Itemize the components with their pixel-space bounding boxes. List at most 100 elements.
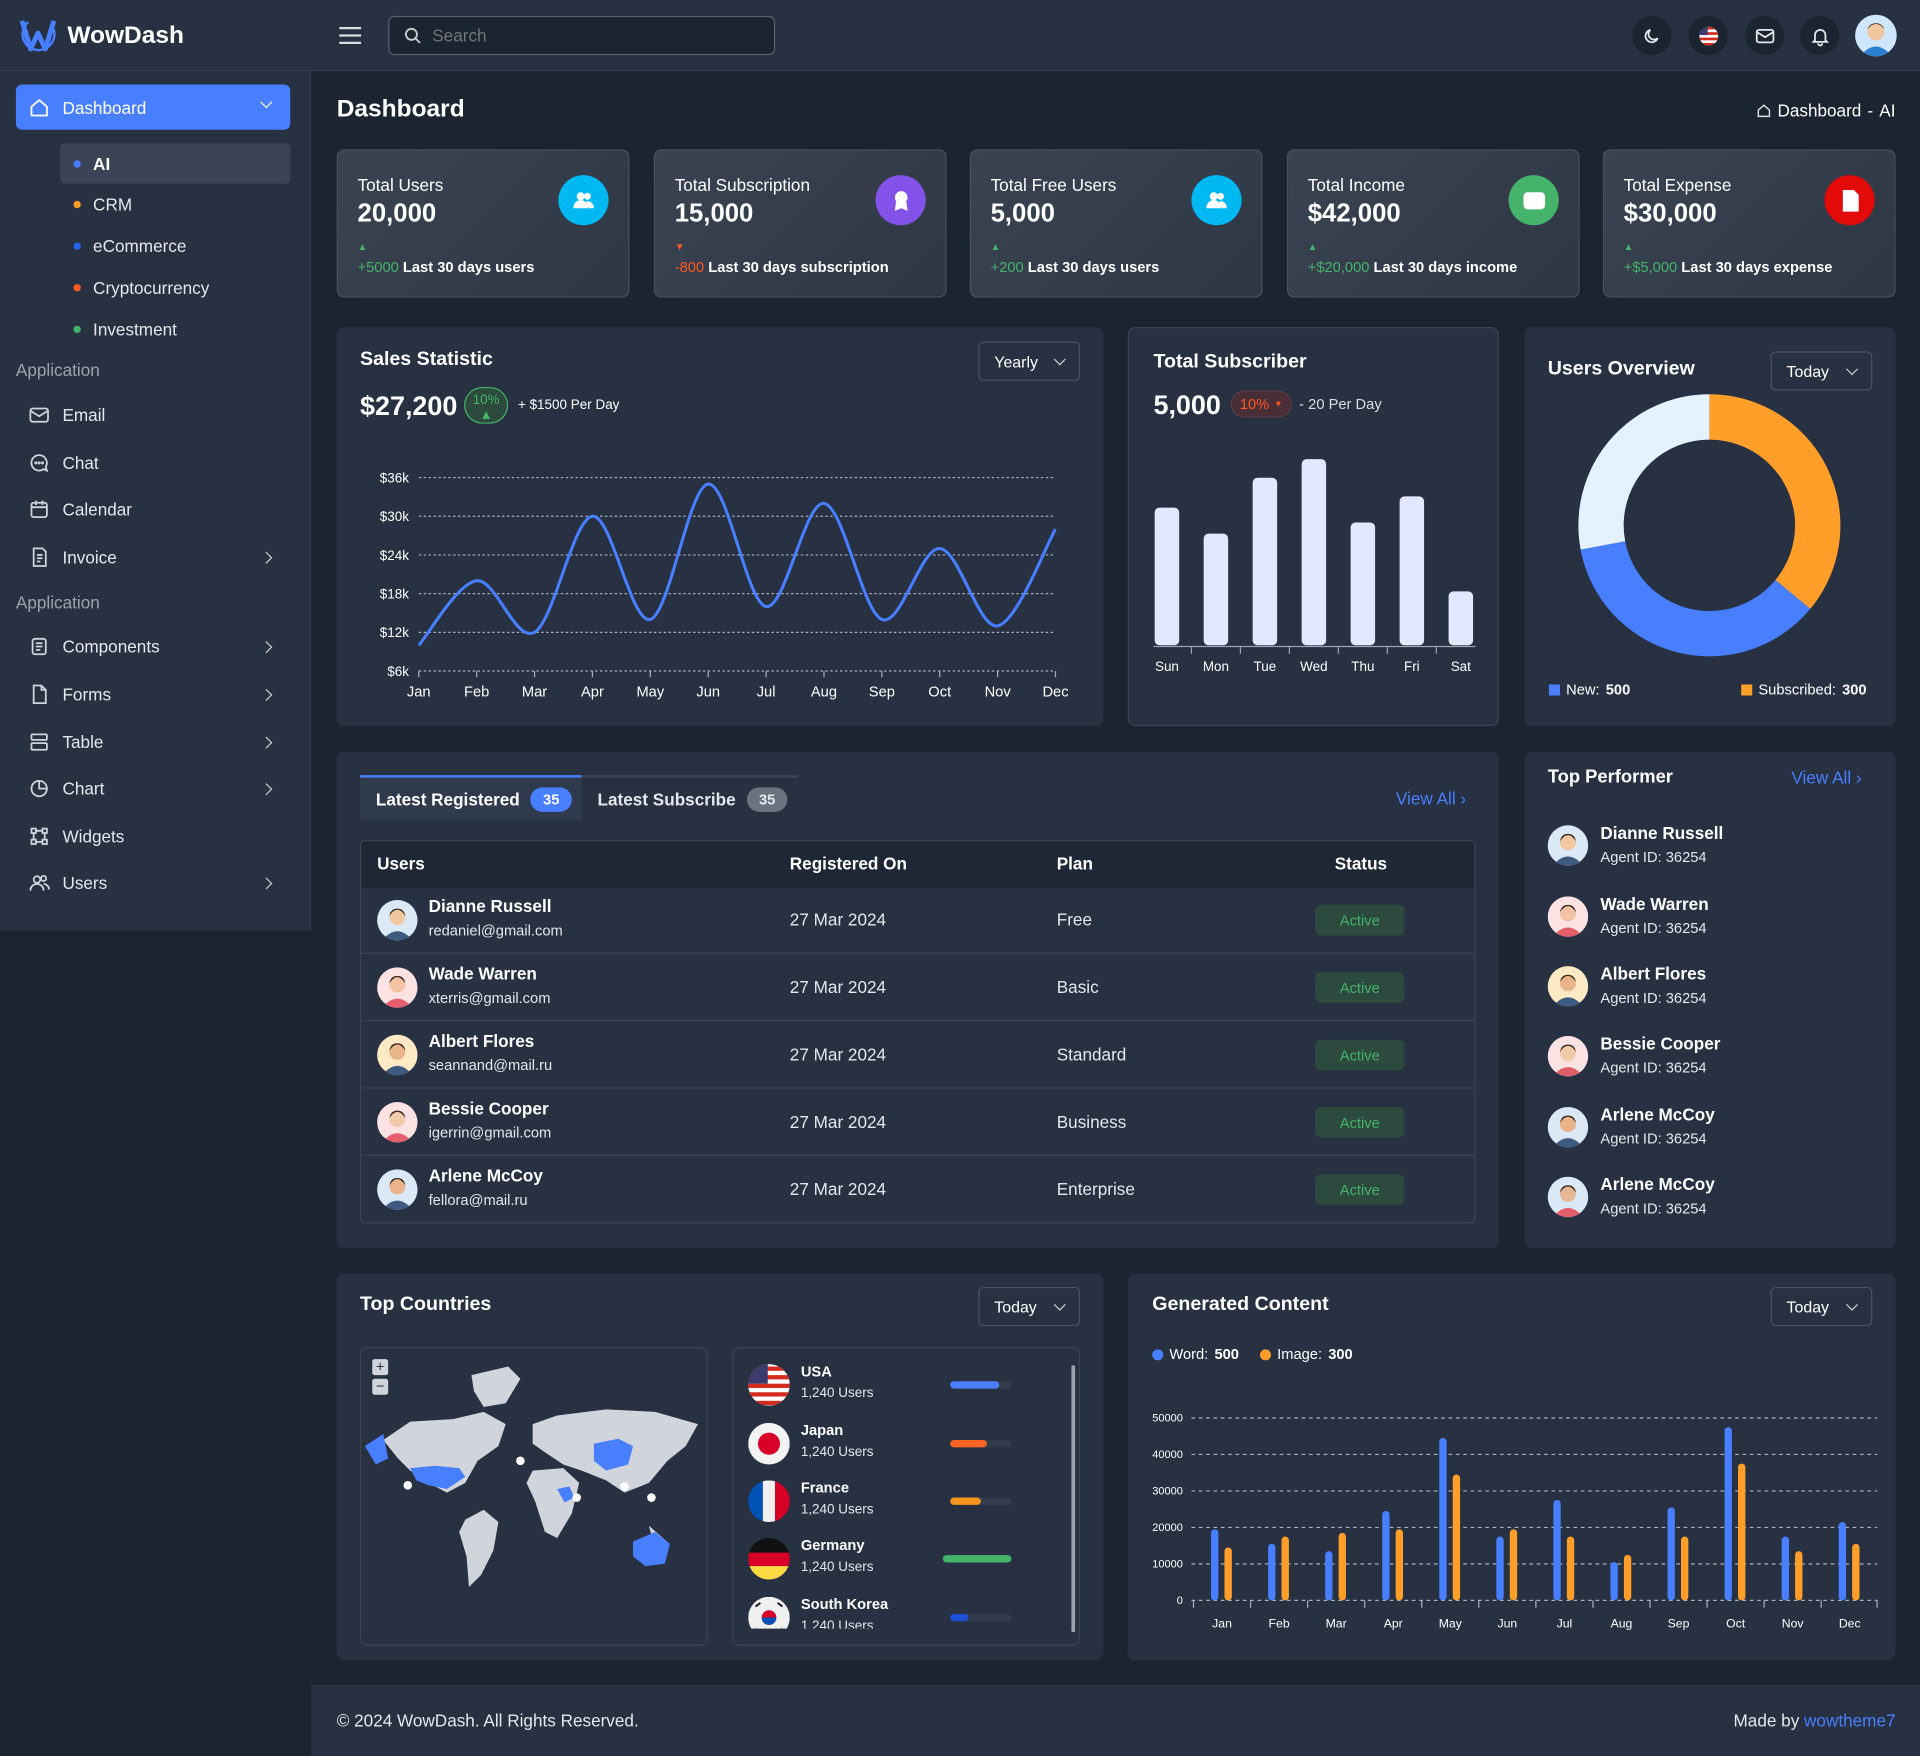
sidebar-subitem-crm[interactable]: CRM [60, 184, 290, 224]
plan: Enterprise [1056, 1179, 1135, 1199]
flag-us-icon [1698, 26, 1718, 45]
countries-list [732, 1346, 1081, 1646]
sidebar-item-forms[interactable]: Forms [16, 675, 290, 714]
user-email: seannand@mail.ru [428, 1056, 553, 1074]
legend-subscribed: Subscribed: 300 [1741, 680, 1867, 698]
sidebar-item-calendar[interactable]: Calendar [16, 490, 290, 529]
stat-change-value: +200 [990, 258, 1024, 276]
stat-change-note: Last 30 days users [402, 258, 535, 276]
sidebar-item-users[interactable]: Users [16, 863, 290, 902]
person-icon [1552, 1115, 1584, 1148]
flag-us-icon [748, 1364, 790, 1406]
menu-toggle-button[interactable] [339, 26, 362, 46]
progress-fill [950, 1381, 1000, 1389]
footer-author-link[interactable]: wowtheme7 [1804, 1710, 1896, 1731]
view-all-link[interactable]: View All › [1396, 789, 1466, 809]
sidebar-item-email[interactable]: Email [16, 396, 290, 435]
overview-period-select[interactable]: Today [1770, 351, 1873, 391]
legend-value: 500 [1605, 680, 1631, 698]
row-divider [361, 952, 1475, 954]
row-divider [361, 1154, 1475, 1156]
map-zoom-in-button[interactable]: + [372, 1359, 389, 1376]
search-input[interactable] [432, 25, 751, 46]
status-badge: Active [1315, 1039, 1405, 1071]
logo[interactable]: WowDash [18, 16, 184, 55]
performer-view-all-link[interactable]: View All › [1791, 768, 1861, 788]
sidebar-subitem-ecommerce[interactable]: eCommerce [60, 225, 290, 265]
avatar [1547, 825, 1589, 866]
sidebar-item-label: Chart [62, 778, 105, 799]
sales-period-select[interactable]: Yearly [978, 341, 1081, 381]
sidebar-item-table[interactable]: Table [16, 722, 290, 761]
breadcrumb-separator: - [1867, 100, 1874, 121]
performer-agent-id: Agent ID: 36254 [1600, 848, 1707, 866]
sidebar-item-label: Investment [93, 318, 177, 339]
stat-value: $30,000 [1623, 199, 1717, 228]
select-value: Today [1786, 1297, 1830, 1316]
footer-made-by: Made by [1733, 1710, 1800, 1731]
performer-name: Albert Flores [1600, 963, 1707, 984]
sidebar-item-widgets[interactable]: Widgets [16, 817, 290, 856]
country-name: South Korea [800, 1595, 889, 1613]
user-email: fellora@mail.ru [428, 1191, 528, 1209]
registered-on: 27 Mar 2024 [789, 1179, 887, 1199]
theme-toggle-button[interactable] [1632, 15, 1672, 56]
tab-latest-registered[interactable]: Latest Registered 35 [360, 775, 582, 821]
legend-value: 500 [1214, 1345, 1239, 1363]
mail-icon [29, 407, 49, 423]
tab-latest-subscribe[interactable]: Latest Subscribe 35 [581, 775, 799, 820]
sidebar-subitem-cryptocurrency[interactable]: Cryptocurrency [60, 267, 290, 307]
card-title: Sales Statistic [360, 348, 493, 370]
avatar [1547, 966, 1589, 1007]
invoice-icon: $ [1842, 189, 1859, 211]
country-users: 1,240 Users [800, 1560, 874, 1575]
performer-name: Arlene McCoy [1600, 1104, 1715, 1125]
sidebar-subitem-ai[interactable]: AI [60, 143, 291, 184]
chevron-right-icon: › [1855, 767, 1862, 788]
performer-agent-id: Agent ID: 36254 [1600, 1200, 1707, 1218]
sidebar-item-invoice[interactable]: Invoice [16, 538, 290, 577]
stat-card-total-subscription: Total Subscription 15,000 ▼ -800 Last 30… [653, 149, 947, 298]
progress-fill [950, 1613, 969, 1622]
stat-icon-circle [1508, 175, 1559, 226]
language-button[interactable] [1688, 15, 1728, 56]
registered-on: 27 Mar 2024 [789, 977, 887, 997]
link-label: View All [1395, 788, 1456, 809]
breadcrumb-current: AI [1879, 100, 1896, 121]
flag-kr-icon [748, 1596, 790, 1629]
row-divider [361, 1087, 1475, 1089]
world-map[interactable]: + − [360, 1346, 708, 1646]
messages-button[interactable] [1744, 15, 1785, 56]
countries-scrollbar[interactable] [1071, 1365, 1076, 1633]
user-email: redaniel@gmail.com [428, 922, 563, 940]
sidebar-item-chart[interactable]: Chart [16, 769, 290, 808]
user-avatar[interactable] [1855, 14, 1897, 57]
stat-card-total-users: Total Users 20,000 ▲ +5000 Last 30 days … [336, 149, 630, 298]
stat-card-total-income: Total Income $42,000 ▲ +$20,000 Last 30 … [1286, 149, 1580, 298]
search-box[interactable] [388, 15, 776, 56]
link-label: View All [1791, 767, 1852, 788]
legend-label: Subscribed: [1758, 680, 1836, 698]
chevron-right-icon [260, 688, 273, 701]
sidebar-item-dashboard[interactable]: Dashboard [15, 84, 291, 130]
top-header [0, 0, 1920, 72]
arrow-down-icon: ▼ [1274, 399, 1283, 409]
stat-change-value: +5000 [357, 258, 399, 276]
chat-icon [30, 454, 49, 473]
notifications-button[interactable] [1800, 15, 1840, 56]
flag-fr-icon [748, 1480, 790, 1523]
breadcrumb-home[interactable]: Dashboard [1777, 100, 1862, 121]
avatar [377, 967, 418, 1008]
person-icon [382, 1110, 413, 1143]
map-zoom-out-button[interactable]: − [372, 1378, 389, 1395]
sidebar-item-chat[interactable]: Chat [16, 443, 290, 482]
sidebar-item-components[interactable]: Components [16, 627, 290, 666]
sidebar-item-label: Chat [62, 453, 99, 473]
card-title: Top Performer [1547, 766, 1673, 788]
generated-period-select[interactable]: Today [1770, 1286, 1873, 1327]
column-header: Registered On [789, 853, 907, 874]
stat-title: Total Free Users [990, 175, 1117, 195]
sidebar-subitem-investment[interactable]: Investment [60, 309, 290, 349]
countries-period-select[interactable]: Today [978, 1286, 1081, 1327]
sales-amount: $27,200 [360, 390, 458, 422]
